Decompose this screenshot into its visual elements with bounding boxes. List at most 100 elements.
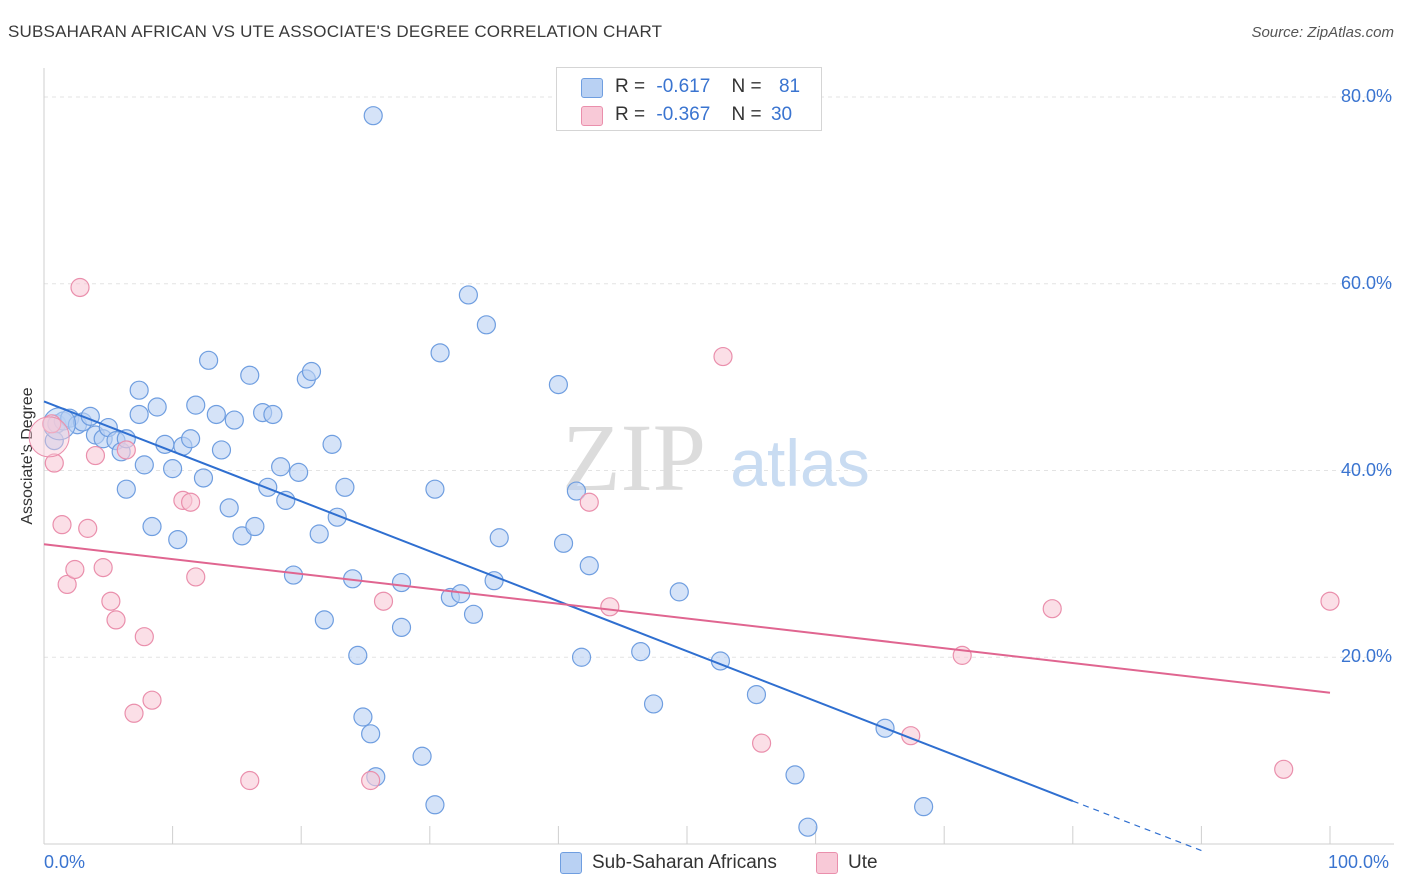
data-point: [276, 490, 296, 510]
data-point: [93, 558, 113, 578]
data-point: [361, 724, 381, 744]
stats-n-label: N =: [731, 76, 762, 97]
stats-r-value: -0.367: [656, 104, 711, 125]
data-point: [224, 410, 244, 430]
data-point: [548, 374, 569, 395]
data-point: [353, 707, 373, 727]
data-point: [579, 492, 599, 512]
data-point: [211, 440, 232, 460]
data-point: [579, 556, 599, 576]
data-point: [785, 765, 805, 785]
data-point: [271, 457, 291, 477]
data-point: [85, 445, 106, 466]
data-point: [643, 694, 664, 714]
data-point: [489, 528, 509, 548]
data-point: [78, 518, 98, 538]
data-point: [1042, 599, 1062, 619]
data-point: [65, 559, 85, 580]
data-point: [391, 572, 412, 593]
data-point: [52, 515, 72, 535]
trend-line-blue-extension: [1072, 800, 1202, 852]
data-point: [193, 468, 214, 488]
axes: [43, 68, 1394, 845]
data-point: [199, 350, 219, 370]
source-label: Source: ZipAtlas.com: [1251, 24, 1394, 41]
data-point: [124, 703, 144, 723]
data-point: [631, 642, 651, 662]
data-point: [289, 462, 309, 482]
data-point: [116, 440, 136, 460]
stats-r-label: R =: [615, 104, 646, 125]
stats-n-value: 81: [778, 76, 801, 97]
data-point: [129, 380, 149, 400]
chart-title: SUBSAHARAN AFRICAN VS UTE ASSOCIATE'S DE…: [8, 22, 663, 41]
y-tick-label: 20.0%: [1340, 646, 1392, 667]
legend-item-sub-saharan-africans[interactable]: Sub-Saharan Africans: [560, 852, 777, 874]
data-point: [206, 404, 226, 425]
legend-item-ute[interactable]: Ute: [816, 852, 878, 874]
data-point: [1274, 759, 1294, 779]
data-point: [348, 645, 368, 665]
data-point: [106, 610, 126, 630]
data-point: [134, 627, 154, 647]
data-point: [335, 477, 355, 497]
watermark: ZIP atlas: [562, 404, 870, 511]
data-point: [713, 346, 733, 367]
data-point: [283, 565, 304, 585]
stats-swatch-blue: [581, 78, 603, 98]
data-point: [373, 591, 394, 611]
data-point: [134, 455, 154, 475]
data-point: [240, 770, 260, 791]
data-point: [44, 453, 64, 473]
watermark-atlas: atlas: [730, 426, 869, 500]
data-point: [566, 481, 587, 501]
x-tick-label-min: 0.0%: [44, 852, 86, 872]
stats-n-value: 30: [770, 104, 793, 125]
data-point: [463, 604, 484, 624]
data-point: [425, 479, 445, 499]
data-point: [42, 414, 62, 434]
data-point: [168, 529, 188, 550]
y-tick-label: 80.0%: [1340, 86, 1392, 106]
data-point: [57, 574, 77, 595]
y-tick-label: 60.0%: [1340, 272, 1392, 293]
data-point: [142, 690, 162, 710]
data-point: [669, 582, 689, 602]
data-point: [361, 770, 381, 791]
legend-label: Sub-Saharan Africans: [592, 852, 777, 873]
data-point: [571, 647, 592, 667]
data-point: [309, 524, 329, 544]
data-point: [101, 591, 121, 611]
data-point: [70, 277, 90, 298]
stats-swatch-pink: [581, 106, 603, 126]
legend-label: Ute: [848, 852, 878, 873]
data-point: [600, 597, 620, 617]
data-point: [263, 404, 283, 425]
data-point: [322, 434, 342, 454]
data-point: [746, 684, 767, 705]
trend-line-pink: [43, 543, 1331, 694]
data-point: [142, 516, 162, 537]
data-point: [314, 610, 334, 630]
x-tick-label-max: 100.0%: [1328, 852, 1390, 872]
data-point: [425, 795, 445, 815]
data-point: [186, 395, 206, 415]
data-point: [181, 492, 201, 512]
data-point: [412, 746, 432, 766]
legend: Sub-Saharan Africans Ute: [0, 852, 1406, 878]
data-point: [476, 315, 496, 335]
trend-line-blue: [43, 400, 1074, 802]
data-point: [163, 459, 183, 479]
data-point: [1320, 591, 1340, 611]
data-point: [147, 397, 167, 417]
data-point: [181, 429, 201, 449]
stats-r-label: R =: [615, 76, 646, 97]
data-point: [129, 404, 149, 425]
trend-lines: [43, 400, 1331, 852]
stats-n-label: N =: [731, 104, 762, 125]
data-point: [116, 479, 136, 499]
data-point: [458, 285, 478, 305]
stats-r-value: -0.617: [656, 76, 711, 97]
legend-swatch-blue: [560, 852, 582, 874]
